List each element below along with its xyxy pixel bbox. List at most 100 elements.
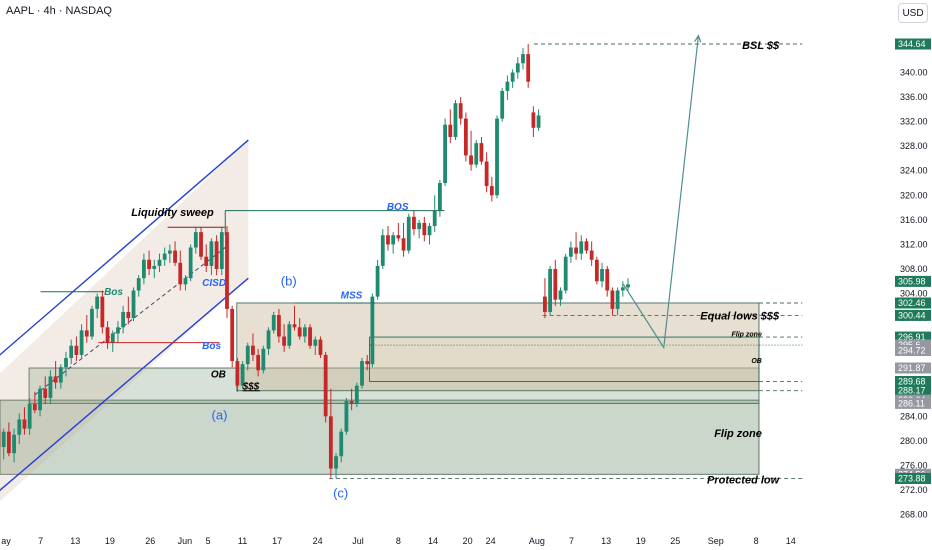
candle-body — [594, 259, 599, 282]
x-tick-label: 8 — [396, 536, 401, 546]
candle-body — [500, 90, 505, 119]
projection-path — [622, 35, 699, 350]
candle-body — [204, 256, 209, 266]
candle-body — [261, 348, 266, 371]
candle-body — [589, 250, 594, 260]
x-tick-label: 26 — [145, 536, 155, 546]
channel-mid-line — [34, 247, 226, 396]
price-label-box — [895, 362, 931, 374]
candle-body — [84, 330, 89, 337]
candle-body — [69, 345, 74, 359]
x-tick-label: 5 — [205, 536, 210, 546]
annotation-label: (c) — [333, 485, 348, 500]
candle-body — [173, 250, 177, 263]
candle-body — [579, 241, 584, 254]
annotations-layer: Liquidity sweep Bos CISD Bos (b) BOS MSS OB $$$ (… — [104, 40, 781, 500]
candle-body — [48, 376, 53, 398]
candle-body — [339, 431, 344, 457]
candle-body — [584, 241, 589, 251]
y-tick-label: 276.00 — [900, 460, 928, 470]
candle-body — [6, 431, 11, 454]
annotation-label: MSS — [341, 290, 363, 301]
candle-body — [12, 434, 16, 454]
candle-body — [375, 265, 380, 297]
candle-body — [225, 232, 229, 309]
candle-body — [553, 268, 558, 300]
candle-body — [302, 327, 307, 337]
candle-body — [526, 54, 531, 82]
price-label: 296.91 — [898, 332, 926, 342]
y-tick-label: 308.00 — [900, 264, 928, 274]
price-label-box — [895, 472, 931, 484]
currency-button[interactable]: USD — [898, 3, 928, 23]
price-label: 286.11 — [898, 398, 925, 408]
price-label-box — [895, 275, 931, 287]
price-label: 289.68 — [898, 376, 926, 386]
candle-body — [391, 235, 396, 245]
price-label-box — [895, 385, 931, 397]
y-tick-label: 324.00 — [900, 166, 928, 176]
price-label: 273.88 — [898, 473, 926, 483]
candle-body — [370, 296, 375, 365]
candle-body — [574, 247, 578, 254]
candle-body — [22, 419, 27, 429]
y-tick-label: 316.00 — [900, 215, 928, 225]
x-tick-label: 24 — [313, 536, 323, 546]
annotation-label: Flip zone — [714, 428, 762, 440]
candle-body — [626, 284, 630, 288]
candle-body — [116, 327, 120, 334]
candle-body — [349, 400, 354, 405]
x-tick-label: Jul — [352, 536, 364, 546]
candle-body — [505, 81, 510, 91]
candle-body — [360, 361, 364, 386]
candle-body — [620, 287, 625, 291]
x-tick-label: 13 — [70, 536, 80, 546]
x-tick-label: 14 — [428, 536, 438, 546]
candle-body — [443, 124, 447, 184]
candle-body — [126, 311, 131, 319]
x-tick-label: 20 — [463, 536, 473, 546]
candle-body — [209, 241, 214, 266]
candle-body — [1, 431, 6, 448]
x-tick-label: 13 — [601, 536, 611, 546]
candle-body — [401, 238, 406, 251]
candle-body — [380, 235, 385, 266]
annotation-label: BOS — [387, 202, 409, 213]
candle-body — [17, 419, 22, 435]
candle-body — [334, 456, 338, 469]
candle-body — [510, 72, 515, 82]
candle-body — [412, 216, 416, 230]
annotation-label: Bos — [104, 287, 123, 298]
candle-body — [297, 327, 302, 337]
candle-body — [230, 308, 235, 362]
candle-body — [417, 222, 422, 230]
annotation-label: Protected low — [707, 474, 781, 486]
candle-body — [110, 333, 115, 343]
candle-body — [193, 232, 198, 248]
candle-body — [157, 259, 162, 266]
candle-body — [521, 54, 525, 64]
price-label: 302.46 — [898, 298, 926, 308]
candle-body — [463, 118, 468, 156]
drawing-lines-layer — [40, 34, 702, 392]
candle-body — [344, 400, 349, 432]
candle-body — [199, 232, 203, 257]
candle-body — [406, 216, 411, 251]
price-label-box — [895, 297, 931, 309]
channel-upper-line — [0, 139, 249, 356]
annotation-label: BSL $$ — [742, 40, 780, 52]
candle-body — [183, 278, 188, 285]
candle-body — [396, 235, 401, 239]
candle-body — [427, 226, 432, 236]
annotation-label: Liquidity sweep — [131, 207, 214, 219]
price-label-box — [895, 345, 931, 357]
x-tick-label: 19 — [636, 536, 646, 546]
x-tick-label: 25 — [670, 536, 680, 546]
x-tick-label: 7 — [569, 536, 574, 546]
price-label: 288.17 — [898, 386, 926, 396]
candle-body — [422, 222, 427, 236]
candle-body — [58, 367, 63, 383]
candle-body — [531, 112, 536, 128]
price-label-box — [895, 397, 931, 409]
